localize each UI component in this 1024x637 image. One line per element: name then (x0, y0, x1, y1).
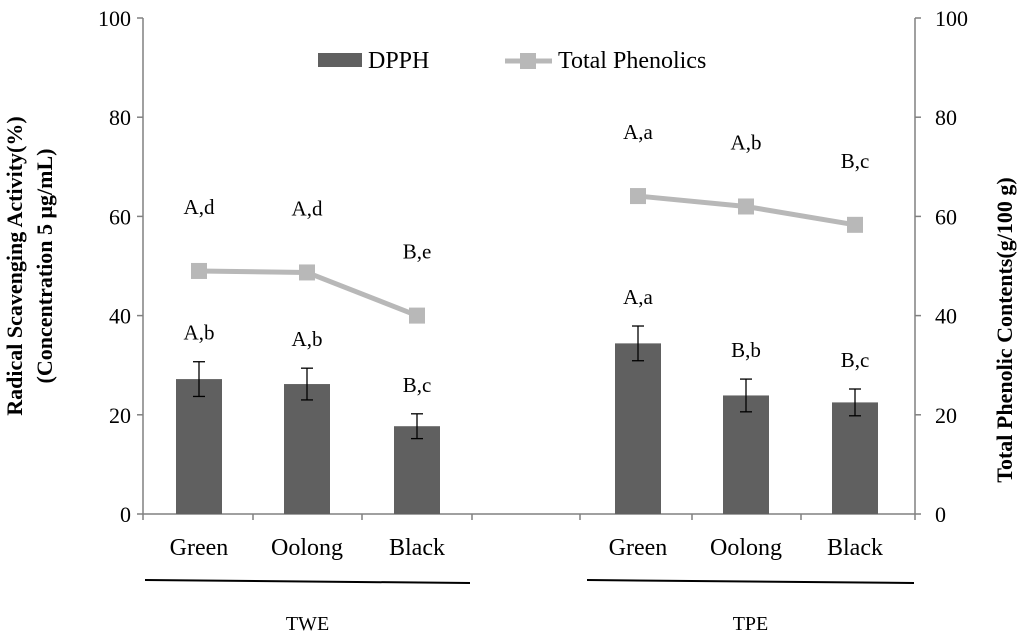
right-tick-label: 60 (935, 204, 957, 229)
bar-series (176, 325, 878, 514)
right-tick-label: 40 (935, 304, 957, 329)
right-axis-title: Total Phenolic Contents(g/100 g) (992, 177, 1017, 482)
total-phenolics-marker (847, 216, 863, 233)
axis-titles: Radical Scavenging Activity(%) (Concentra… (2, 116, 1017, 482)
phenolics-annotation: B,c (841, 149, 870, 173)
annotations: A,b A,b B,c A,a B,b B,c A,d A,d B,e A,a A,b B,c (184, 120, 870, 397)
left-tick-label: 40 (109, 304, 131, 329)
dpph-bar (394, 426, 440, 514)
left-tick-label: 80 (109, 105, 131, 130)
total-phenolics-marker (299, 264, 315, 281)
right-tick-label: 80 (935, 105, 957, 130)
right-tick-label: 0 (935, 502, 946, 527)
dpph-annotation: A,b (184, 321, 215, 345)
category-label: Green (170, 535, 229, 561)
category-label: Oolong (710, 535, 782, 561)
legend-phenolics-label: Total Phenolics (558, 48, 706, 74)
category-label: Black (389, 535, 445, 561)
legend-dpph-swatch (318, 53, 362, 67)
group-label: TPE (733, 613, 769, 635)
dpph-bar (176, 379, 222, 514)
phenolics-annotation: A,a (623, 120, 653, 144)
line-series (191, 188, 863, 324)
dpph-bar (284, 384, 330, 514)
dpph-annotation: B,c (403, 373, 432, 397)
dpph-annotation: A,a (623, 285, 653, 309)
left-tick-label: 20 (109, 403, 131, 428)
left-axis-title: Radical Scavenging Activity(%) (2, 116, 27, 415)
total-phenolics-marker (738, 198, 754, 215)
legend-phenolics-marker (520, 53, 536, 69)
left-axis-subtitle: (Concentration 5 μg/mL) (32, 149, 57, 384)
dpph-annotation: A,b (292, 327, 323, 351)
left-tick-label: 60 (109, 204, 131, 229)
phenolics-annotation: A,b (731, 130, 762, 154)
category-label: Oolong (271, 535, 343, 561)
phenolics-annotation: A,d (292, 196, 323, 220)
total-phenolics-marker (191, 262, 207, 279)
right-tick-label: 20 (935, 403, 957, 428)
total-phenolics-marker (409, 307, 425, 324)
right-tick-label: 100 (935, 6, 968, 31)
axes: 0 0 20 20 40 40 60 60 80 80 100 100 Green Oolong Black… (98, 6, 968, 635)
left-tick-label: 100 (98, 6, 131, 31)
group-bracket (144, 579, 471, 584)
group-label: TWE (286, 613, 329, 635)
group-bracket (586, 579, 915, 584)
category-label: Green (609, 535, 668, 561)
dpph-bar (723, 395, 769, 514)
legend: DPPH Total Phenolics (318, 48, 706, 74)
total-phenolics-marker (630, 188, 646, 205)
legend-dpph-label: DPPH (368, 48, 429, 74)
dpph-annotation: B,c (841, 348, 870, 372)
dpph-bar (832, 402, 878, 514)
dpph-bar (615, 343, 661, 514)
category-label: Black (827, 535, 883, 561)
left-tick-label: 0 (120, 502, 131, 527)
dpph-annotation: B,b (731, 338, 761, 362)
phenolics-annotation: A,d (184, 195, 215, 219)
phenolics-annotation: B,e (403, 240, 432, 264)
